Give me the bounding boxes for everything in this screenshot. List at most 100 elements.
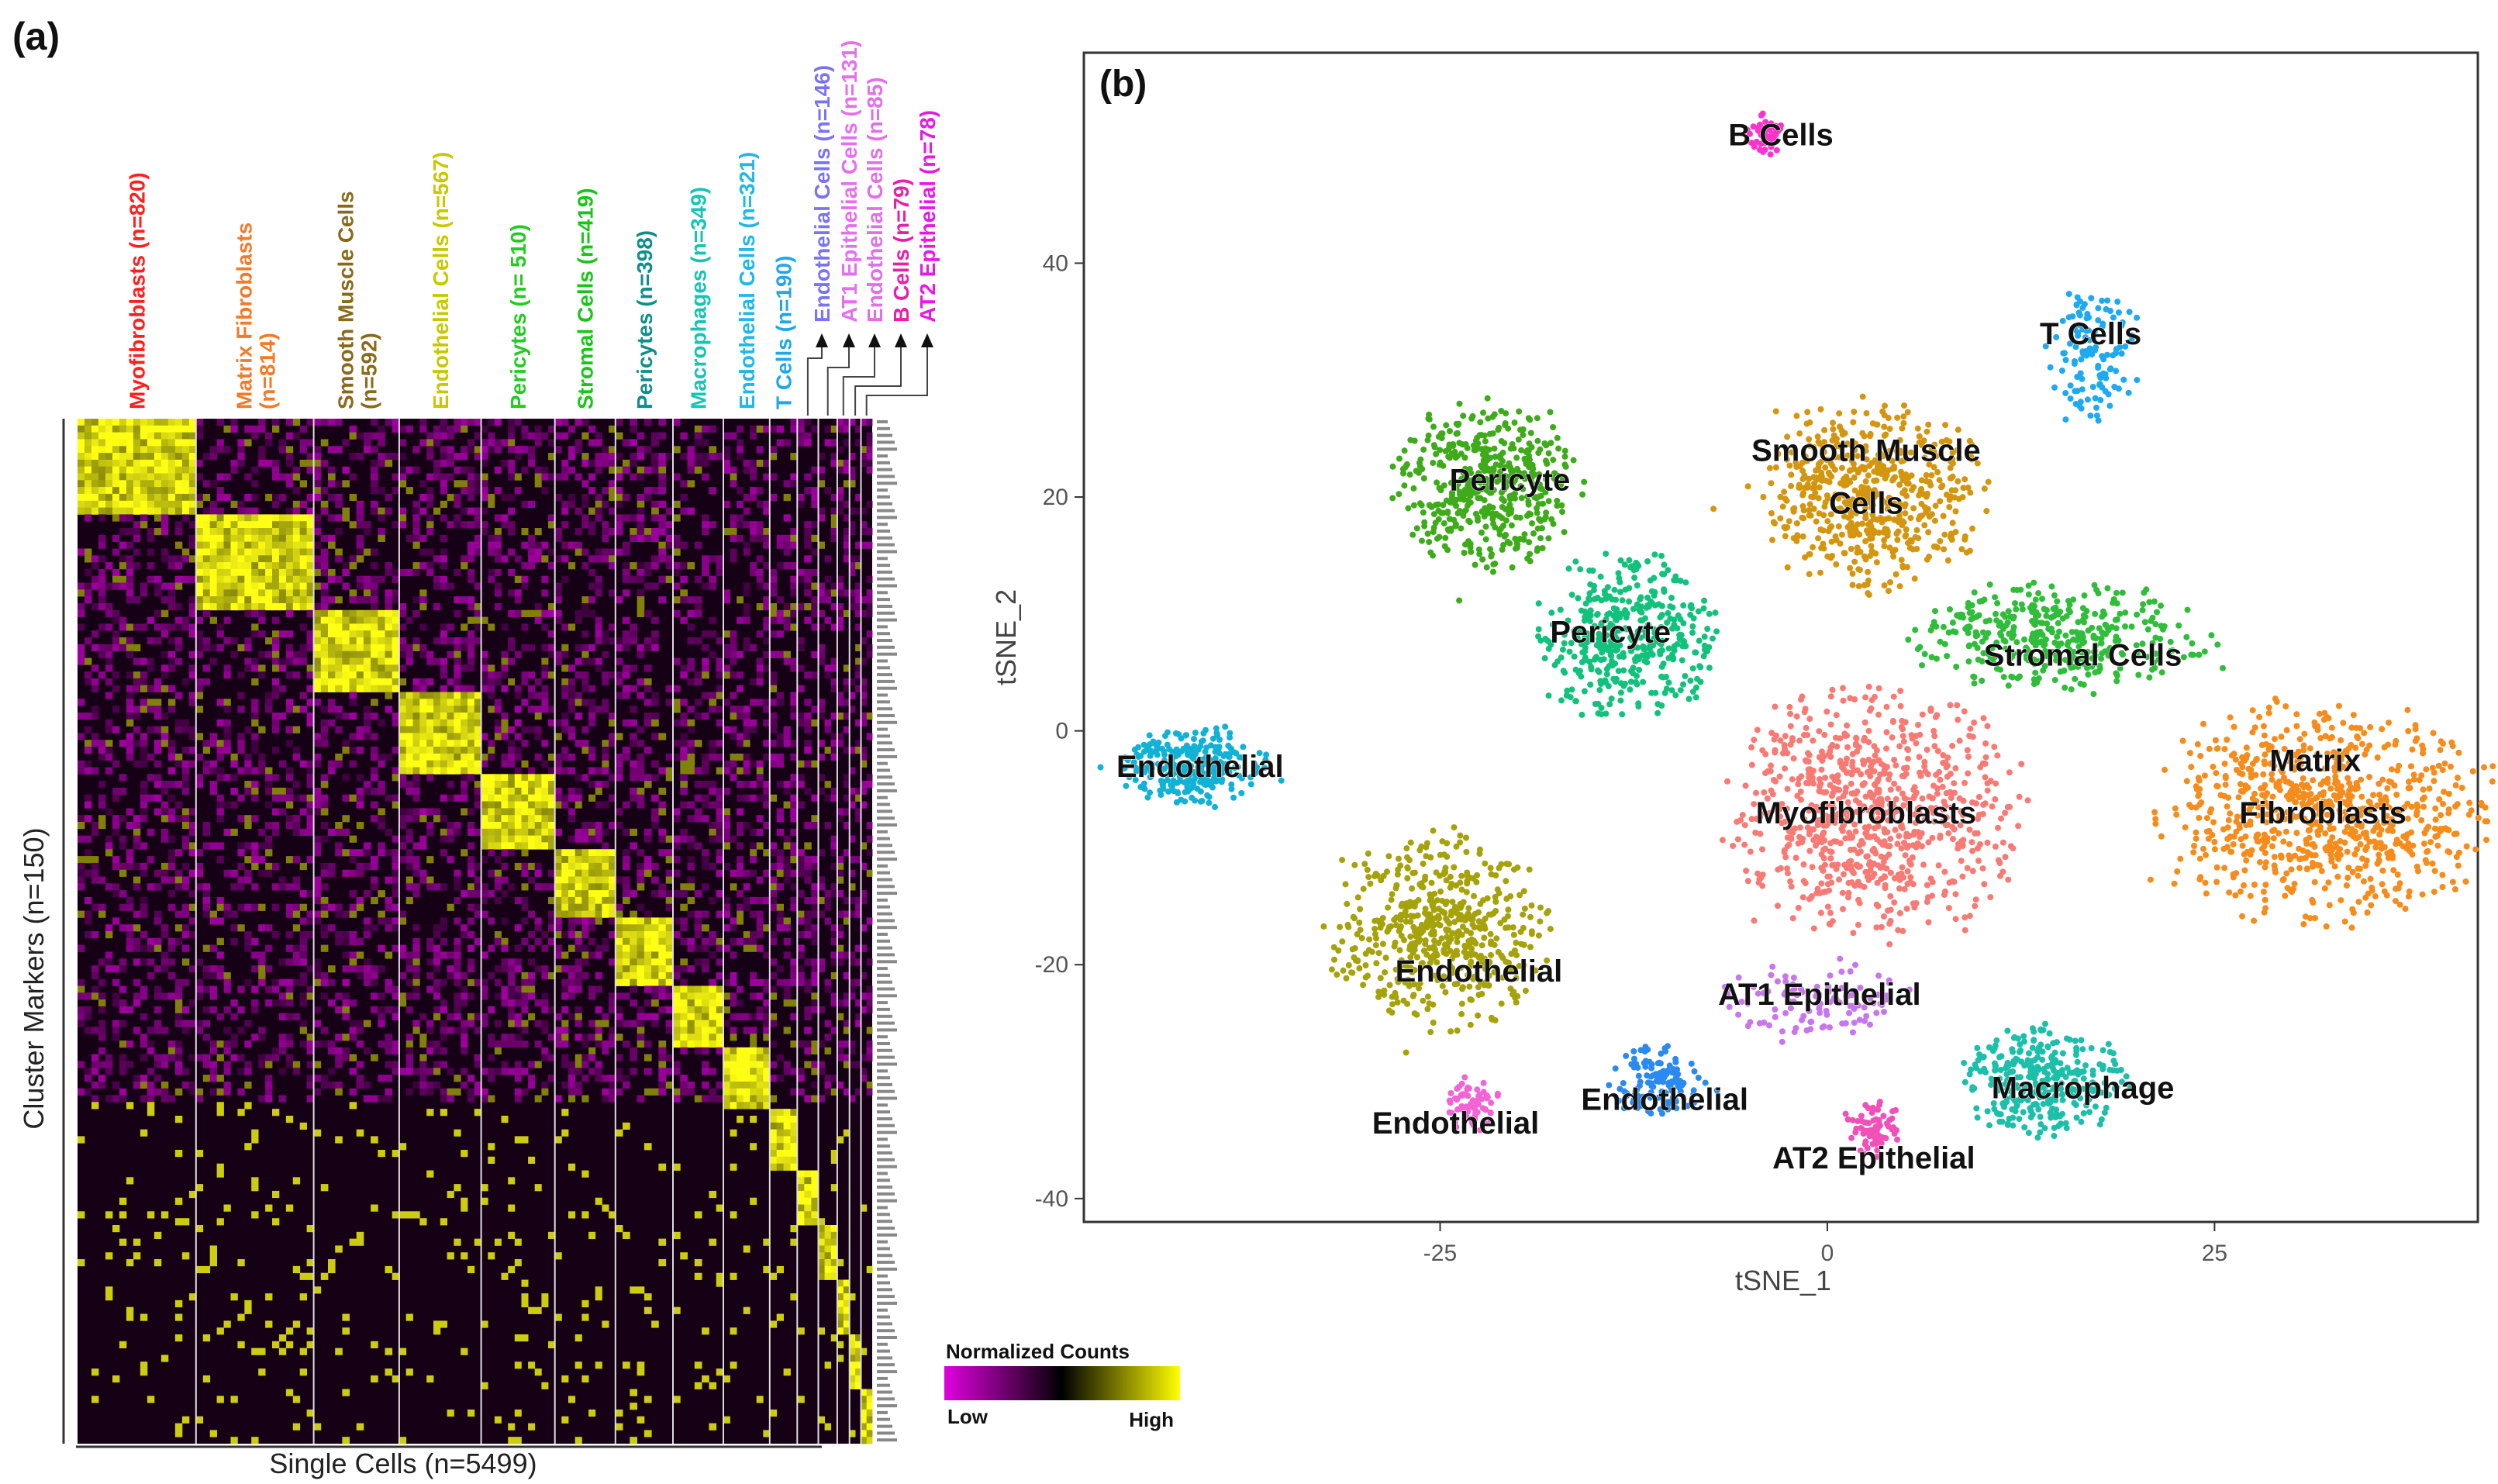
heatmap-cell [581, 1034, 589, 1041]
heatmap-cell [830, 842, 838, 850]
heatmap-cell [609, 493, 616, 502]
heatmap-cell [378, 944, 385, 952]
heatmap-cell [843, 992, 850, 1000]
heatmap-cell [454, 822, 461, 830]
heatmap-cell [258, 616, 266, 624]
heatmap-cell [737, 781, 744, 789]
heatmap-cell [651, 692, 659, 699]
heatmap-group-label: Endothelial Cells (n=85) [863, 77, 887, 323]
heatmap-cell [737, 671, 744, 679]
heatmap-cell [756, 582, 764, 590]
heatmap-cell [588, 753, 596, 761]
heatmap-cell [501, 992, 509, 1000]
heatmap-cell [342, 1006, 350, 1014]
heatmap-cell [514, 596, 522, 604]
heatmap-cell [769, 931, 778, 939]
heatmap-cell [811, 493, 819, 502]
heatmap-cell [588, 747, 596, 754]
heatmap-cell [133, 883, 141, 891]
heatmap-cell [244, 726, 252, 733]
heatmap-cell [433, 439, 441, 447]
heatmap-cell [830, 685, 838, 692]
heatmap-cell [637, 965, 645, 973]
heatmap-cell [133, 419, 141, 426]
heatmap-cell [223, 473, 231, 481]
heatmap-cell [140, 657, 148, 665]
heatmap-cell [776, 978, 784, 986]
heatmap-cell [174, 582, 183, 590]
heatmap-cell [709, 521, 717, 529]
heatmap-cell [521, 999, 529, 1007]
heatmap-cell [440, 1027, 447, 1034]
heatmap-cell [188, 521, 197, 529]
heatmap-cell [378, 453, 385, 461]
heatmap-cell [272, 678, 280, 686]
heatmap-cell [554, 555, 562, 563]
heatmap-cell [126, 808, 134, 816]
heatmap-cell [609, 931, 616, 939]
heatmap-cell [188, 869, 197, 877]
heatmap-cell [378, 1013, 385, 1020]
heatmap-cell [85, 439, 92, 447]
heatmap-cell [541, 999, 549, 1007]
heatmap-cell [609, 1006, 616, 1014]
heatmap-cell [488, 740, 495, 747]
heatmap-cell [349, 699, 357, 706]
heatmap-cell [488, 890, 495, 898]
heatmap-cell [258, 453, 266, 461]
heatmap-cell [508, 787, 516, 795]
heatmap-cell [306, 521, 314, 529]
heatmap-cell [440, 917, 447, 925]
heatmap-cell [349, 931, 357, 939]
heatmap-cell [181, 678, 190, 686]
heatmap-cell [258, 459, 266, 468]
heatmap-cell [335, 609, 343, 617]
heatmap-cell [797, 439, 805, 447]
heatmap-cell [328, 685, 336, 692]
heatmap-cell [188, 822, 197, 830]
heatmap-cell [306, 603, 314, 611]
heatmap-cell [378, 630, 385, 638]
heatmap-cell [126, 568, 134, 577]
heatmap-cell [574, 849, 582, 857]
heatmap-cell [474, 876, 481, 884]
heatmap-cell [830, 528, 838, 536]
heatmap-cell [363, 685, 371, 692]
heatmap-cell [126, 487, 134, 495]
heatmap-cell [581, 774, 589, 782]
heatmap-cell [313, 480, 322, 488]
heatmap-cell [306, 822, 314, 830]
heatmap-cell [349, 794, 357, 802]
heatmap-cell [769, 719, 778, 726]
heatmap-cell [843, 794, 850, 802]
heatmap-cell [363, 623, 371, 631]
heatmap-cell [237, 862, 245, 871]
heatmap-cell [694, 1006, 702, 1014]
heatmap-cell [637, 466, 645, 474]
heatmap-cell [665, 890, 674, 898]
heatmap-cell [687, 842, 695, 850]
heatmap-cell [737, 733, 744, 740]
heatmap-cell [313, 541, 322, 549]
heatmap-cell [818, 466, 825, 474]
heatmap-cell [202, 534, 211, 542]
heatmap-cell [91, 706, 99, 713]
heatmap-cell [541, 671, 549, 679]
heatmap-cell [818, 589, 825, 597]
heatmap-cell [223, 616, 231, 624]
heatmap-cell [91, 582, 99, 590]
heatmap-cell [378, 992, 385, 1000]
heatmap-cell [474, 713, 481, 720]
heatmap-cell [804, 958, 812, 966]
heatmap-cell [818, 774, 825, 782]
heatmap-cell [514, 767, 522, 775]
heatmap-cell [160, 651, 169, 658]
heatmap-cell [251, 856, 259, 864]
heatmap-cell [378, 657, 385, 665]
heatmap-cell [609, 740, 616, 747]
heatmap-cell [285, 1013, 294, 1020]
heatmap-cell [528, 644, 536, 651]
heatmap-cell [548, 972, 555, 980]
heatmap-cell [769, 842, 778, 850]
heatmap-cell [335, 685, 343, 692]
